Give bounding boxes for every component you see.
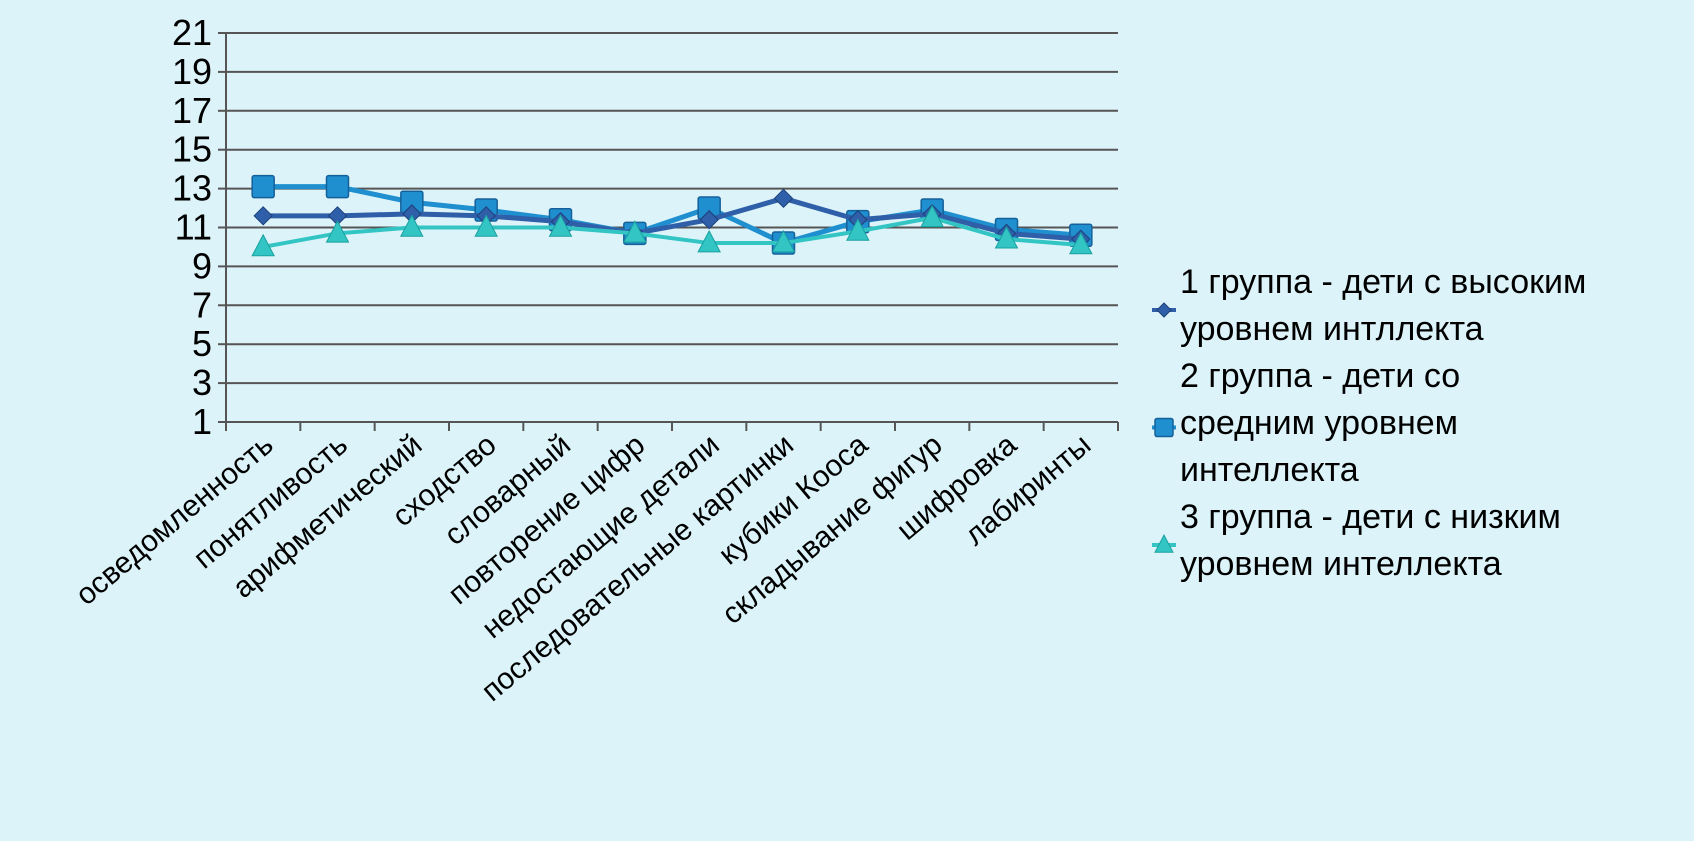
series-1-point	[253, 206, 273, 226]
series-3-point	[771, 229, 796, 253]
legend-label: средним уровнем	[1180, 404, 1458, 442]
legend-label: 3 группа - дети с низким	[1180, 498, 1561, 536]
y-tick-label: 11	[175, 207, 212, 248]
series-3-point	[920, 204, 944, 228]
series-3-point	[400, 214, 424, 237]
series-1-point	[773, 188, 794, 209]
legend-label: уровнем интллекта	[1180, 310, 1484, 348]
legend-label: 1 группа - дети с высоким	[1180, 263, 1586, 301]
series-3-point	[1069, 231, 1093, 255]
y-tick-label: 21	[172, 12, 212, 53]
legend-label: уровнем интеллекта	[1180, 545, 1502, 583]
y-tick-label: 15	[172, 129, 212, 170]
x-axis-tick-labels: осведомленностьпонятливостьарифметически…	[70, 428, 1098, 708]
legend-item-2: 2 группа - дети со средним уровнем интелле…	[1152, 357, 1460, 489]
series-2-point	[251, 174, 275, 199]
y-tick-label: 13	[172, 168, 212, 209]
y-tick-label: 5	[192, 323, 212, 364]
y-tick-label: 3	[192, 362, 212, 403]
series-3-point	[697, 229, 721, 253]
legend-swatch-marker	[1154, 534, 1174, 553]
series-3-point	[474, 214, 498, 237]
series-lines	[251, 174, 1093, 257]
legend-item-3: 3 группа - дети с низким уровнем интеллек…	[1152, 498, 1561, 583]
y-tick-label: 19	[172, 51, 212, 92]
series-3-point	[846, 218, 870, 241]
series-3-point	[251, 233, 275, 257]
series-3-line	[262, 215, 1081, 249]
axes	[218, 32, 1119, 431]
legend-swatch-marker	[1156, 302, 1172, 318]
series-3-point	[994, 225, 1019, 249]
series-1-line	[263, 195, 1082, 242]
y-tick-label: 7	[192, 284, 212, 325]
series-3-point	[325, 220, 350, 243]
legend-label: интеллекта	[1180, 451, 1359, 489]
gridlines	[226, 32, 1118, 385]
series-3	[251, 204, 1093, 257]
y-tick-label: 17	[172, 90, 212, 131]
y-tick-label: 9	[192, 245, 212, 286]
legend-label: 2 группа - дети со	[1180, 357, 1460, 395]
y-tick-label: 1	[192, 401, 212, 442]
series-1-point	[699, 210, 719, 230]
legend-item-1: 1 группа - дети с высоким уровнем интллек…	[1152, 263, 1586, 348]
series-2-line	[263, 184, 1082, 246]
series-3-point	[623, 220, 647, 243]
series-3-point	[548, 214, 573, 237]
legend-swatch-marker	[1154, 417, 1174, 438]
series-2-point	[325, 174, 350, 199]
legend: 1 группа - дети с высоким уровнем интллек…	[1152, 263, 1586, 583]
